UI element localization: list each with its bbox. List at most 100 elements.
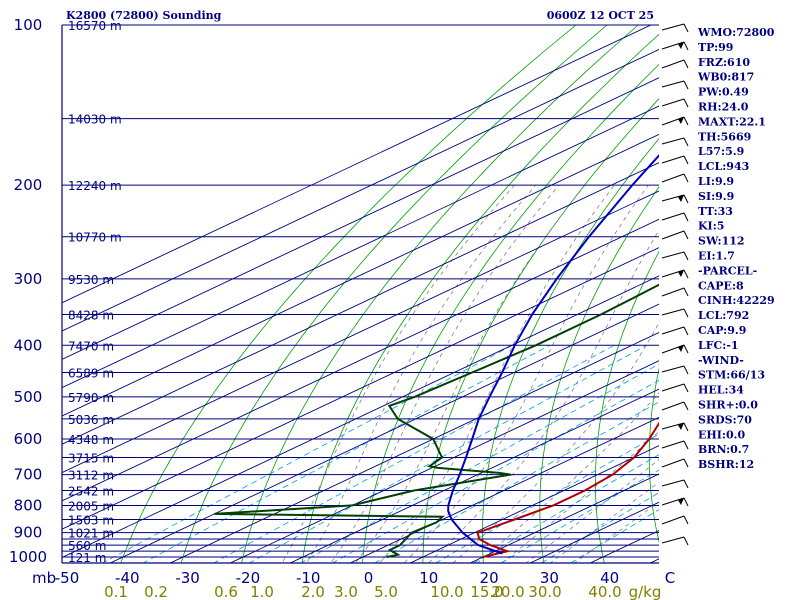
wind-barb (661, 23, 685, 31)
wind-barb-flag (683, 251, 689, 261)
wind-barb-flag (683, 440, 689, 450)
wind-barb (661, 365, 685, 373)
wind-barb (661, 80, 685, 88)
height-label: 5790 m (68, 391, 114, 405)
height-label: 2542 m (68, 485, 114, 499)
height-label: 7470 m (68, 339, 114, 353)
dry-adiabat (648, 367, 659, 544)
pressure-unit-label: mb (32, 569, 56, 587)
index-value: EHI:0.0 (698, 428, 745, 441)
temperature-tick-label: -50 (55, 569, 80, 587)
wind-barb-pennant (678, 42, 684, 49)
wind-barb (661, 440, 685, 449)
wind-barb-flag (683, 80, 689, 90)
isotherm (169, 331, 659, 563)
moist-adiabat (403, 184, 649, 563)
mixing-ratio-tick-label: 30.0 (528, 583, 561, 600)
index-value: CAPE:8 (698, 279, 744, 292)
wind-barb-pennant (678, 195, 684, 202)
pressure-tick-label: 200 (14, 176, 43, 194)
wind-barb-flag (683, 230, 689, 240)
index-value: TT:33 (698, 205, 733, 218)
mixing-ratio-tick-label: 0.6 (214, 583, 238, 600)
isotherm (62, 25, 652, 304)
mixing-ratio-line (435, 433, 659, 563)
pressure-tick-label: 800 (14, 496, 43, 514)
wind-barb (661, 230, 685, 240)
temperature-tick-label: 10 (419, 569, 438, 587)
dewpoint-trace (214, 283, 659, 558)
isobars (61, 24, 659, 564)
sounding-time: 0600Z 12 OCT 25 (547, 9, 654, 22)
index-value: PW:0.49 (698, 86, 749, 99)
wind-barb-flag (683, 41, 689, 51)
temperature-tick-label: -10 (296, 569, 321, 587)
pressure-tick-label: 100 (14, 16, 43, 34)
pressure-tick-label: 500 (14, 388, 43, 406)
index-value: SW:112 (698, 235, 745, 248)
index-value: MAXT:22.1 (698, 115, 766, 128)
index-value: LI:9.9 (698, 175, 734, 188)
station-title: K2800 (72800) Sounding (66, 9, 222, 22)
wind-barb-flag (683, 422, 689, 432)
wind-barb-pennant (678, 345, 684, 352)
wind-barbs (661, 23, 689, 546)
isotherm (229, 360, 659, 563)
mixing-ratio-line (299, 363, 659, 563)
wind-barb-pennant (678, 423, 684, 430)
wind-barb-flag (683, 515, 689, 525)
wind-barb (661, 194, 685, 202)
index-value: BRN:0.7 (698, 443, 749, 456)
temperature-tick-label: -30 (175, 569, 200, 587)
wind-barb (661, 173, 685, 183)
wind-barb (661, 59, 685, 69)
height-label: 10770 m (68, 231, 122, 245)
index-value: LFC:-1 (698, 339, 739, 352)
height-label: 3715 m (68, 451, 114, 465)
wind-barb (661, 287, 685, 297)
isotherm (62, 247, 659, 530)
isotherm (62, 133, 659, 417)
wind-barb-flag (683, 269, 689, 279)
mixing-ratio-tick-label: 15.0 (470, 583, 503, 600)
isotherm (62, 48, 659, 332)
index-value: -WIND- (698, 354, 744, 367)
mixing-ratio-lines (101, 344, 659, 563)
mixing-ratio-tick-label: 20.0 (491, 583, 524, 600)
isotherm (62, 77, 659, 360)
index-value: TP:99 (698, 41, 733, 54)
isotherm (62, 105, 659, 389)
isotherm (62, 190, 659, 474)
mixing-ratio-tick-label: 3.0 (334, 583, 358, 600)
wind-barb-flag (683, 59, 689, 69)
isotherm (62, 162, 659, 445)
temperature-tick-label: 0 (364, 569, 374, 587)
wind-barb-flag (683, 344, 689, 354)
wind-barb-pennant (678, 270, 684, 277)
wind-barb (661, 308, 685, 316)
wind-barb (661, 98, 685, 107)
mixing-ratio-tick-label: 5.0 (374, 583, 398, 600)
temperature-tick-label: -20 (236, 569, 261, 587)
dry-adiabat (241, 25, 639, 563)
index-value: WMO:72800 (697, 26, 775, 39)
temperature-tick-label: 30 (540, 569, 559, 587)
mixing-ratio-line (248, 344, 647, 563)
index-value: LCL:792 (698, 309, 749, 322)
height-label: 2005 m (68, 499, 114, 513)
height-label: 16570 m (68, 19, 122, 33)
temperature-tick-label: -40 (115, 569, 140, 587)
height-label: 4348 m (68, 433, 114, 447)
index-value: SI:9.9 (698, 190, 734, 203)
dry-adiabat (301, 33, 659, 563)
index-value: SRDS:70 (698, 413, 752, 426)
wind-barb-flag (683, 401, 689, 411)
index-value: L57:5.9 (698, 145, 744, 158)
height-label: 9530 m (68, 273, 114, 287)
isotherm (349, 416, 659, 563)
wind-barb-pennant (678, 117, 684, 124)
index-value: CINH:42229 (698, 294, 775, 307)
